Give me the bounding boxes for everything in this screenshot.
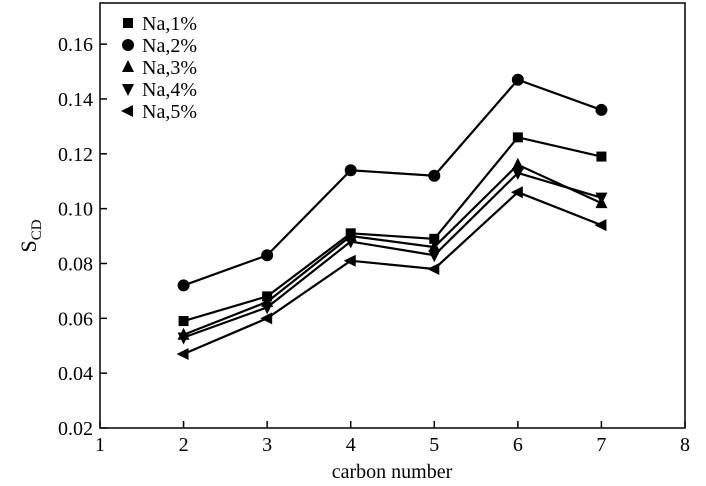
legend-item: Na,4% [122, 79, 197, 101]
data-point [261, 302, 274, 315]
x-tick-label: 5 [429, 434, 439, 456]
legend-marker [123, 18, 133, 28]
data-point [177, 279, 190, 292]
series-line [183, 136, 602, 323]
y-tick-label: 0.06 [58, 308, 93, 330]
data-point [344, 164, 357, 177]
x-tick-label: 3 [262, 434, 272, 456]
legend-label: Na,5% [142, 101, 197, 123]
data-point [595, 192, 608, 205]
x-tick-label: 2 [179, 434, 189, 456]
legend-label: Na,1% [142, 13, 197, 35]
data-point [512, 132, 523, 143]
data-point [428, 169, 441, 182]
y-tick-label: 0.16 [58, 34, 93, 56]
y-axis-label-sub: CD [29, 219, 45, 240]
y-axis-label: SCD [16, 219, 45, 252]
x-tick-label: 8 [680, 434, 690, 456]
plot-frame [99, 2, 686, 429]
legend-item: Na,1% [123, 13, 197, 35]
legend-marker [122, 39, 134, 51]
y-tick-label: 0.08 [58, 253, 93, 275]
data-point [595, 103, 608, 116]
data-point [344, 236, 357, 249]
series-4 [177, 168, 608, 345]
x-tick-label: 6 [513, 434, 523, 456]
data-point [511, 157, 524, 170]
y-axis-label-main: S [16, 240, 41, 252]
legend-label: Na,2% [142, 35, 197, 57]
data-point [510, 186, 523, 199]
data-point [176, 347, 189, 360]
legend-marker [121, 105, 133, 117]
data-point [178, 316, 189, 327]
y-tick-label: 0.14 [58, 89, 93, 111]
y-tick-label: 0.10 [58, 199, 93, 221]
legend-marker [122, 60, 134, 72]
series-1 [178, 132, 607, 327]
data-point [428, 250, 441, 263]
series-line [183, 190, 602, 355]
data-point [343, 254, 356, 267]
legend-label: Na,4% [142, 79, 197, 101]
data-point [428, 240, 441, 253]
data-point [511, 168, 524, 180]
data-point [261, 249, 274, 262]
y-tick-label: 0.04 [58, 363, 93, 385]
y-tick-label: 0.02 [58, 418, 93, 440]
y-tick-label: 0.12 [58, 144, 93, 166]
legend-label: Na,3% [142, 57, 197, 79]
x-tick-label: 7 [596, 434, 606, 456]
data-point [596, 151, 607, 162]
series-line [183, 78, 602, 287]
data-point [427, 262, 440, 275]
legend: Na,1%Na,2%Na,3%Na,4%Na,5% [121, 13, 197, 123]
x-tick-label: 4 [346, 434, 356, 456]
data-point [177, 332, 190, 345]
series-2 [177, 73, 608, 292]
series-5 [176, 186, 607, 360]
legend-marker [122, 84, 134, 96]
legend-item: Na,3% [122, 57, 197, 79]
data-point [594, 219, 607, 232]
data-point [511, 73, 524, 86]
series-line [183, 163, 602, 336]
series-line [183, 171, 602, 339]
x-axis-label: carbon number [332, 461, 453, 483]
legend-item: Na,2% [122, 35, 197, 57]
x-tick-label: 1 [95, 434, 105, 456]
data-point [260, 312, 273, 325]
legend-item: Na,5% [121, 101, 197, 123]
data-point [429, 233, 440, 244]
